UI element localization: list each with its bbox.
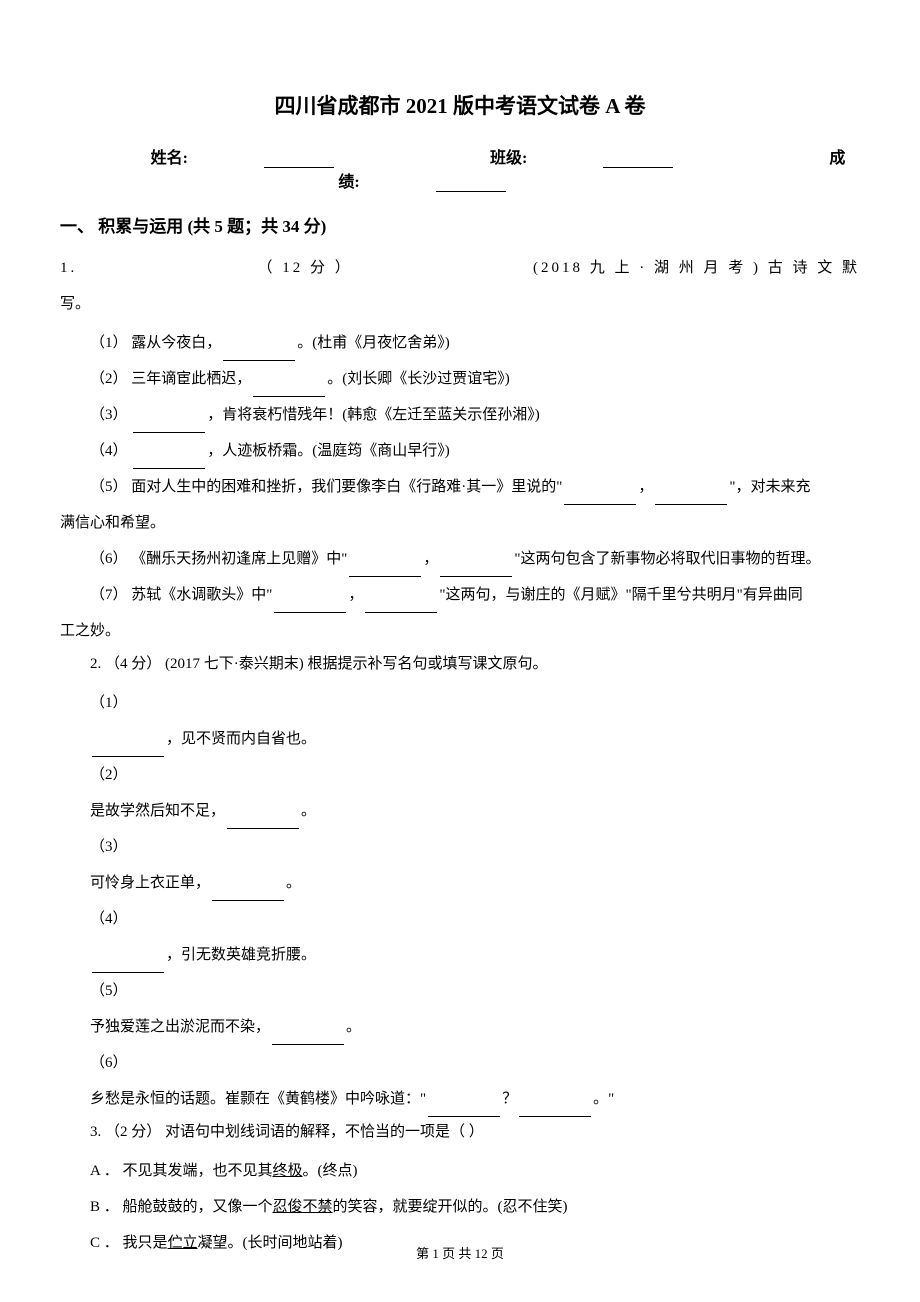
q2-sub5: 予独爱莲之出淤泥而不染，。 — [60, 1009, 860, 1045]
q1-sub4: （4） ，人迹板桥霜。(温庭筠《商山早行》) — [60, 433, 860, 469]
q1-sub5-line1: （5） 面对人生中的困难和挫折，我们要像李白《行路难·其一》里说的"，"，对未来… — [60, 469, 860, 505]
page-footer: 第 1 页 共 12 页 — [0, 1243, 920, 1262]
q1-sub5-line2: 满信心和希望。 — [60, 505, 860, 541]
q1-sub3: （3） ，肯将衰朽惜残年！(韩愈《左迁至蓝关示侄孙湘》) — [60, 397, 860, 433]
q3-option-b: B ． 船舱鼓鼓的，又像一个忍俊不禁的笑容，就要绽开似的。(忍不住笑) — [60, 1189, 860, 1225]
q1-sub7-line2: 工之妙。 — [60, 613, 860, 649]
student-info-row: 姓名: 班级: 成绩: — [60, 144, 860, 192]
q2-sub4: ，引无数英雄竞折腰。 — [60, 937, 860, 973]
section-1-heading: 一、 积累与运用 (共 5 题；共 34 分) — [60, 212, 860, 237]
name-label: 姓名: — [113, 150, 372, 167]
q2-sub2: 是故学然后知不足，。 — [60, 793, 860, 829]
q2-n6: （6） — [60, 1045, 860, 1081]
q1-sub1: （1） 露从今夜白，。(杜甫《月夜忆舍弟》) — [60, 325, 860, 361]
q1-stem-line2: 写。 — [60, 289, 860, 319]
q2-n4: （4） — [60, 901, 860, 937]
document-title: 四川省成都市 2021 版中考语文试卷 A 卷 — [60, 90, 860, 120]
q1-sub6: （6） 《酬乐天扬州初逢席上见赠》中"，"这两句包含了新事物必将取代旧事物的哲理… — [60, 541, 860, 577]
q2-sub6: 乡愁是永恒的话题。崔颢在《黄鹤楼》中吟咏道："？。" — [60, 1081, 860, 1117]
q2-sub3: 可怜身上衣正单，。 — [60, 865, 860, 901]
q3-option-a: A ． 不见其发端，也不见其终极。(终点) — [60, 1153, 860, 1189]
q2-n5: （5） — [60, 973, 860, 1009]
q1-stem-line1: 1. （ 12 分 ） (2018 九 上 · 湖 州 月 考 ) 古 诗 文 … — [60, 253, 860, 283]
q2-n2: （2） — [60, 757, 860, 793]
q2-sub1: ，见不贤而内自省也。 — [60, 721, 860, 757]
q1-sub2: （2） 三年谪宦此栖迟，。(刘长卿《长沙过贾谊宅》) — [60, 361, 860, 397]
class-label: 班级: — [452, 150, 711, 167]
q1-sub7-line1: （7） 苏轼《水调歌头》中"，"这两句，与谢庄的《月赋》"隔千里兮共明月"有异曲… — [60, 577, 860, 613]
q2-n3: （3） — [60, 829, 860, 865]
q3-stem: 3. （2 分） 对语句中划线词语的解释，不恰当的一项是（ ） — [60, 1117, 860, 1147]
q2-n1: （1） — [60, 685, 860, 721]
q2-stem: 2. （4 分） (2017 七下·泰兴期末) 根据提示补写名句或填写课文原句。 — [60, 649, 860, 679]
